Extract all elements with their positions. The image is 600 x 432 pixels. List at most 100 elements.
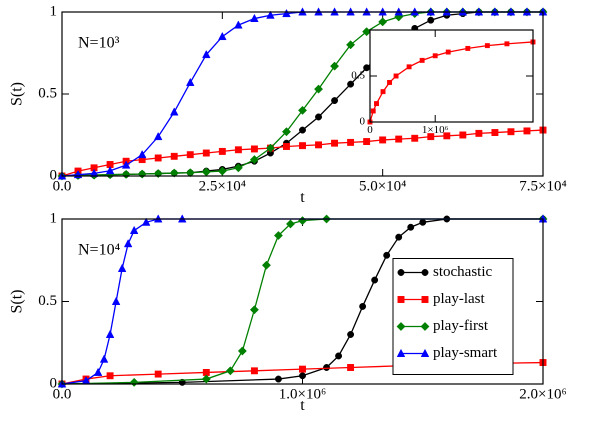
- y-axis-label: S(t): [9, 290, 26, 314]
- marker: [504, 41, 510, 47]
- marker: [299, 126, 306, 134]
- marker: [282, 8, 291, 18]
- marker: [374, 101, 379, 107]
- marker: [331, 97, 339, 105]
- marker: [419, 57, 425, 63]
- marker: [297, 105, 308, 115]
- marker: [419, 218, 427, 226]
- marker: [299, 365, 306, 373]
- marker: [141, 217, 151, 226]
- marker: [484, 43, 490, 49]
- plot-frame: [369, 29, 534, 123]
- legend-marker: [421, 296, 429, 303]
- marker: [523, 127, 531, 135]
- y-tick-label: 0: [360, 116, 366, 128]
- marker: [427, 16, 435, 24]
- legend-box: [392, 258, 514, 375]
- marker: [218, 147, 226, 155]
- marker: [186, 151, 194, 159]
- x-axis-label: t: [300, 397, 305, 414]
- legend-label: play-first: [433, 318, 489, 334]
- marker: [459, 131, 467, 139]
- marker: [169, 107, 179, 116]
- marker: [202, 149, 210, 157]
- legend-marker: [421, 269, 429, 276]
- marker: [330, 61, 340, 71]
- marker: [273, 230, 283, 241]
- marker: [387, 79, 393, 85]
- marker: [380, 89, 386, 95]
- marker: [393, 73, 399, 79]
- marker: [153, 131, 163, 141]
- legend-marker: [396, 321, 406, 332]
- marker: [411, 134, 419, 142]
- marker: [266, 10, 275, 19]
- marker: [137, 149, 147, 159]
- marker: [363, 138, 371, 146]
- marker: [218, 31, 227, 41]
- marker: [250, 367, 258, 375]
- marker: [443, 132, 451, 140]
- marker: [285, 219, 295, 229]
- marker: [378, 17, 388, 27]
- x-tick-label: 1.0×10⁶: [279, 387, 326, 403]
- marker: [432, 53, 438, 59]
- marker: [185, 168, 195, 178]
- x-tick-label: 5.0×10⁴: [359, 179, 406, 195]
- x-tick-label: 0.0: [53, 179, 72, 195]
- marker: [347, 331, 355, 338]
- marker: [406, 64, 412, 70]
- marker: [217, 166, 227, 176]
- x-axis-label: t: [300, 189, 305, 206]
- marker: [379, 136, 387, 144]
- marker: [234, 146, 242, 154]
- marker: [445, 49, 451, 55]
- marker: [186, 77, 195, 86]
- marker: [475, 129, 483, 137]
- marker: [202, 49, 211, 59]
- marker: [465, 45, 471, 51]
- plot-frame: [61, 11, 544, 177]
- marker: [105, 329, 115, 338]
- marker: [347, 138, 355, 146]
- annotation: N=10⁴: [78, 242, 121, 259]
- annotation: N=10³: [78, 35, 120, 52]
- marker: [93, 367, 103, 376]
- marker: [265, 143, 275, 153]
- plot-frame: [61, 218, 544, 385]
- marker: [249, 155, 259, 165]
- marker: [315, 113, 322, 121]
- legend-marker: [397, 269, 405, 276]
- marker: [123, 239, 133, 248]
- marker: [359, 303, 367, 310]
- y-tick-label: 1: [50, 210, 58, 226]
- y-tick-label: 0: [50, 167, 58, 183]
- legend-label: play-smart: [433, 345, 498, 361]
- legend-marker: [420, 348, 430, 357]
- marker: [106, 372, 114, 380]
- marker: [237, 346, 247, 356]
- marker: [233, 163, 243, 173]
- marker: [281, 127, 291, 137]
- marker: [314, 84, 324, 94]
- marker: [323, 364, 330, 371]
- marker: [170, 152, 178, 160]
- marker: [427, 133, 435, 141]
- marker: [249, 305, 259, 315]
- marker: [201, 374, 211, 384]
- marker: [283, 143, 290, 150]
- marker: [383, 251, 391, 259]
- marker: [111, 296, 121, 305]
- marker: [117, 263, 127, 272]
- marker: [105, 166, 115, 175]
- marker: [315, 141, 322, 149]
- x-tick-label: 1×10⁶: [422, 124, 449, 136]
- legend-marker: [396, 348, 406, 357]
- x-tick-label: 2.5×10⁴: [199, 179, 246, 195]
- marker: [346, 40, 356, 50]
- marker: [347, 80, 355, 88]
- marker: [335, 352, 343, 360]
- y-tick-label: 1: [50, 3, 58, 19]
